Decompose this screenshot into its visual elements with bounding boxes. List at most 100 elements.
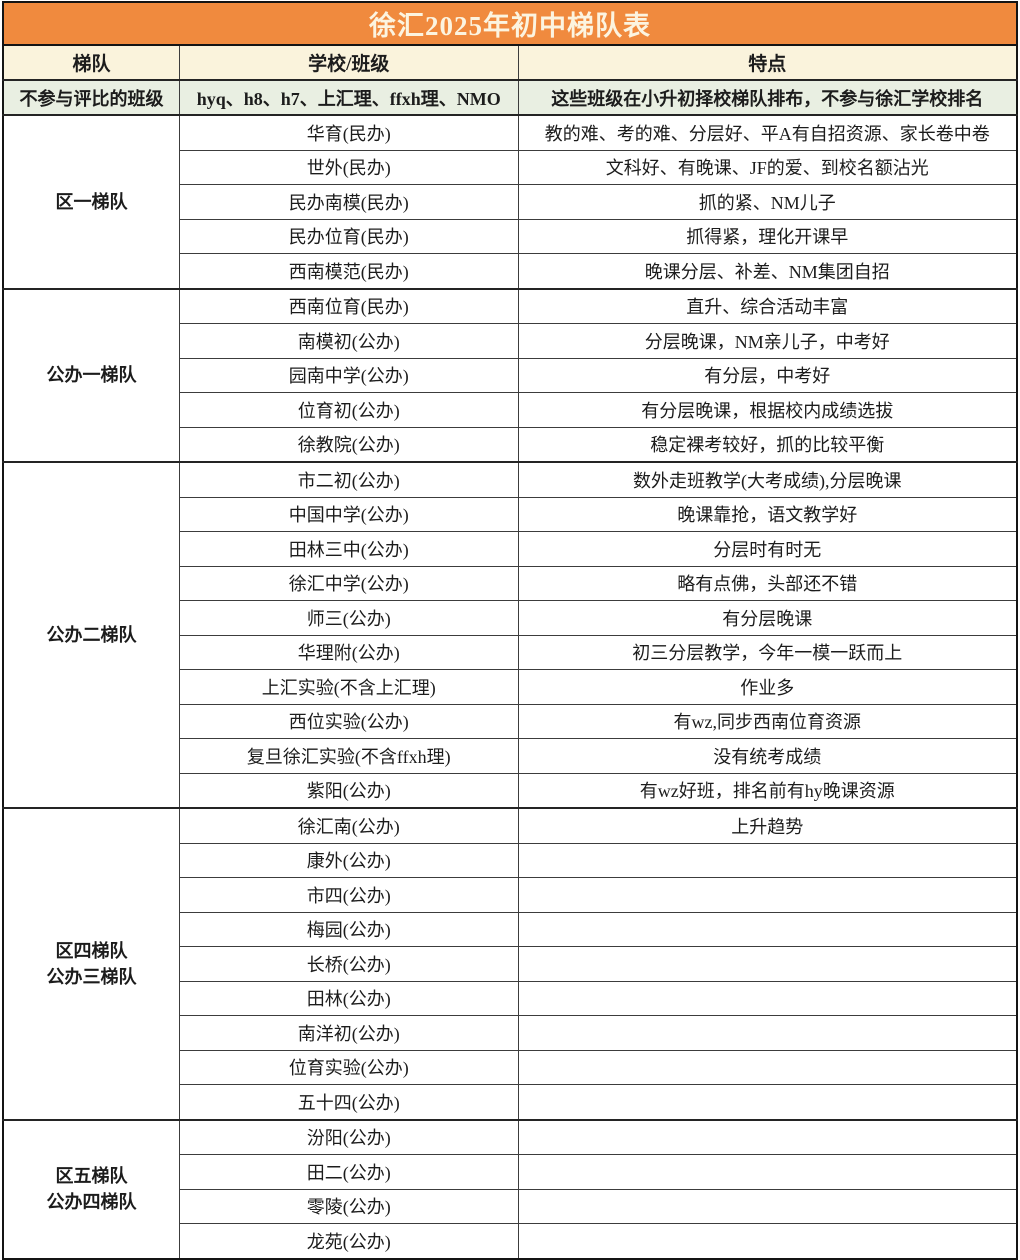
tier-cell: 区五梯队 公办四梯队	[2, 1118, 180, 1259]
feature-cell: 晚课靠抢，语文教学好	[517, 496, 1018, 532]
feature-cell	[517, 911, 1018, 947]
table-row: 区一梯队 华育(民办) 教的难、考的难、分层好、平A有自招资源、家长卷中卷	[2, 114, 1018, 289]
table-row: 市四(公办)	[3, 877, 1018, 913]
table-row: 梅园(公办)	[3, 911, 1018, 947]
table-row: 西南模范(民办) 晚课分层、补差、NM集团自招	[3, 253, 1018, 289]
tier-cell: 不参与评比的班级	[2, 79, 180, 116]
feature-cell: 有分层晚课，根据校内成绩选拔	[517, 392, 1018, 428]
school-cell: 田林三中(公办)	[178, 531, 519, 567]
school-cell: 华育(民办)	[178, 114, 519, 151]
table-row: 位育初(公办) 有分层晚课，根据校内成绩选拔	[3, 392, 1018, 428]
feature-cell	[517, 1154, 1018, 1190]
feature-cell	[517, 1084, 1018, 1120]
feature-cell: 这些班级在小升初择校梯队排布，不参与徐汇学校排名	[517, 79, 1018, 116]
school-cell: 园南中学(公办)	[178, 357, 519, 393]
feature-cell: 直升、综合活动丰富	[517, 287, 1018, 324]
header-row: 梯队 学校/班级 特点	[2, 44, 1018, 81]
table-row: 五十四(公办)	[3, 1084, 1018, 1120]
table-row: 田林(公办)	[3, 980, 1018, 1016]
feature-cell: 有分层，中考好	[517, 357, 1018, 393]
table-row: 园南中学(公办) 有分层，中考好	[3, 357, 1018, 393]
feature-cell: 分层时有时无	[517, 531, 1018, 567]
school-cell: 田二(公办)	[178, 1154, 519, 1190]
table-row: 西位实验(公办) 有wz,同步西南位育资源	[3, 703, 1018, 739]
school-cell: 西南位育(民办)	[178, 287, 519, 324]
column-header-feature: 特点	[517, 44, 1018, 81]
tier-cell: 公办一梯队	[2, 287, 180, 463]
school-cell: 上汇实验(不含上汇理)	[178, 669, 519, 705]
table-row: 民办位育(民办) 抓得紧，理化开课早	[3, 218, 1018, 254]
school-cell: 龙苑(公办)	[178, 1223, 519, 1259]
feature-cell: 作业多	[517, 669, 1018, 705]
table-row: 徐教院(公办) 稳定裸考较好，抓的比较平衡	[3, 426, 1018, 463]
school-cell: 五十四(公办)	[178, 1084, 519, 1120]
table-row: 华理附(公办) 初三分层教学，今年一模一跃而上	[3, 634, 1018, 670]
table-row: 民办南模(民办) 抓的紧、NM儿子	[3, 184, 1018, 220]
feature-cell: 分层晚课，NM亲儿子，中考好	[517, 323, 1018, 359]
table-row: 徐汇中学(公办) 略有点佛，头部还不错	[3, 565, 1018, 601]
table-row: 长桥(公办)	[3, 946, 1018, 982]
feature-cell	[517, 1015, 1018, 1051]
feature-cell: 抓的紧、NM儿子	[517, 184, 1018, 220]
school-cell: 康外(公办)	[178, 842, 519, 878]
school-cell: 西位实验(公办)	[178, 703, 519, 739]
feature-cell: 初三分层教学，今年一模一跃而上	[517, 634, 1018, 670]
school-cell: 汾阳(公办)	[178, 1118, 519, 1155]
feature-cell	[517, 842, 1018, 878]
feature-cell: 有wz,同步西南位育资源	[517, 703, 1018, 739]
feature-cell	[517, 980, 1018, 1016]
school-cell: 市二初(公办)	[178, 461, 519, 498]
tier-cell: 区一梯队	[2, 114, 180, 289]
page-title: 徐汇2025年初中梯队表	[2, 1, 1018, 46]
school-cell: 徐汇中学(公办)	[178, 565, 519, 601]
column-header-tier: 梯队	[2, 44, 180, 81]
school-cell: 华理附(公办)	[178, 634, 519, 670]
feature-cell	[517, 1049, 1018, 1085]
tier-cell: 区四梯队 公办三梯队	[2, 807, 180, 1120]
school-cell: 民办位育(民办)	[178, 218, 519, 254]
feature-cell: 上升趋势	[517, 807, 1018, 844]
table-row: 世外(民办) 文科好、有晚课、JF的爱、到校名额沾光	[3, 149, 1018, 185]
feature-cell: 文科好、有晚课、JF的爱、到校名额沾光	[517, 149, 1018, 185]
table-row: 南模初(公办) 分层晚课，NM亲儿子，中考好	[3, 323, 1018, 359]
school-cell: 徐汇南(公办)	[178, 807, 519, 844]
feature-cell: 略有点佛，头部还不错	[517, 565, 1018, 601]
school-cell: 梅园(公办)	[178, 911, 519, 947]
table-row: 复旦徐汇实验(不含ffxh理) 没有统考成绩	[3, 738, 1018, 774]
title-row: 徐汇2025年初中梯队表	[2, 1, 1018, 46]
table-row: 公办二梯队 市二初(公办) 数外走班教学(大考成绩),分层晚课	[2, 461, 1018, 809]
school-cell: 世外(民办)	[178, 149, 519, 185]
school-cell: 田林(公办)	[178, 980, 519, 1016]
feature-cell	[517, 946, 1018, 982]
table-row: 田林三中(公办) 分层时有时无	[3, 531, 1018, 567]
school-cell: 长桥(公办)	[178, 946, 519, 982]
school-cell: hyq、h8、h7、上汇理、ffxh理、NMO	[178, 79, 519, 116]
feature-cell	[517, 1118, 1018, 1155]
school-cell: 师三(公办)	[178, 600, 519, 636]
table-row: 区四梯队 公办三梯队 徐汇南(公办) 上升趋势	[2, 807, 1018, 1120]
school-cell: 南洋初(公办)	[178, 1015, 519, 1051]
feature-cell: 稳定裸考较好，抓的比较平衡	[517, 426, 1018, 463]
table-row-nonranked: 不参与评比的班级 hyq、h8、h7、上汇理、ffxh理、NMO 这些班级在小升…	[2, 79, 1018, 116]
feature-cell	[517, 877, 1018, 913]
school-cell: 徐教院(公办)	[178, 426, 519, 463]
column-header-school: 学校/班级	[178, 44, 519, 81]
table-row: 公办一梯队 西南位育(民办) 直升、综合活动丰富	[2, 287, 1018, 463]
school-cell: 位育初(公办)	[178, 392, 519, 428]
school-cell: 南模初(公办)	[178, 323, 519, 359]
feature-cell: 数外走班教学(大考成绩),分层晚课	[517, 461, 1018, 498]
table-row: 紫阳(公办) 有wz好班，排名前有hy晚课资源	[3, 772, 1018, 809]
feature-cell: 没有统考成绩	[517, 738, 1018, 774]
school-cell: 中国中学(公办)	[178, 496, 519, 532]
tier-cell: 公办二梯队	[2, 461, 180, 809]
table-row: 南洋初(公办)	[3, 1015, 1018, 1051]
school-cell: 零陵(公办)	[178, 1188, 519, 1224]
school-cell: 西南模范(民办)	[178, 253, 519, 289]
table-row: 康外(公办)	[3, 842, 1018, 878]
feature-cell: 晚课分层、补差、NM集团自招	[517, 253, 1018, 289]
school-cell: 紫阳(公办)	[178, 772, 519, 809]
feature-cell: 抓得紧，理化开课早	[517, 218, 1018, 254]
school-cell: 位育实验(公办)	[178, 1049, 519, 1085]
